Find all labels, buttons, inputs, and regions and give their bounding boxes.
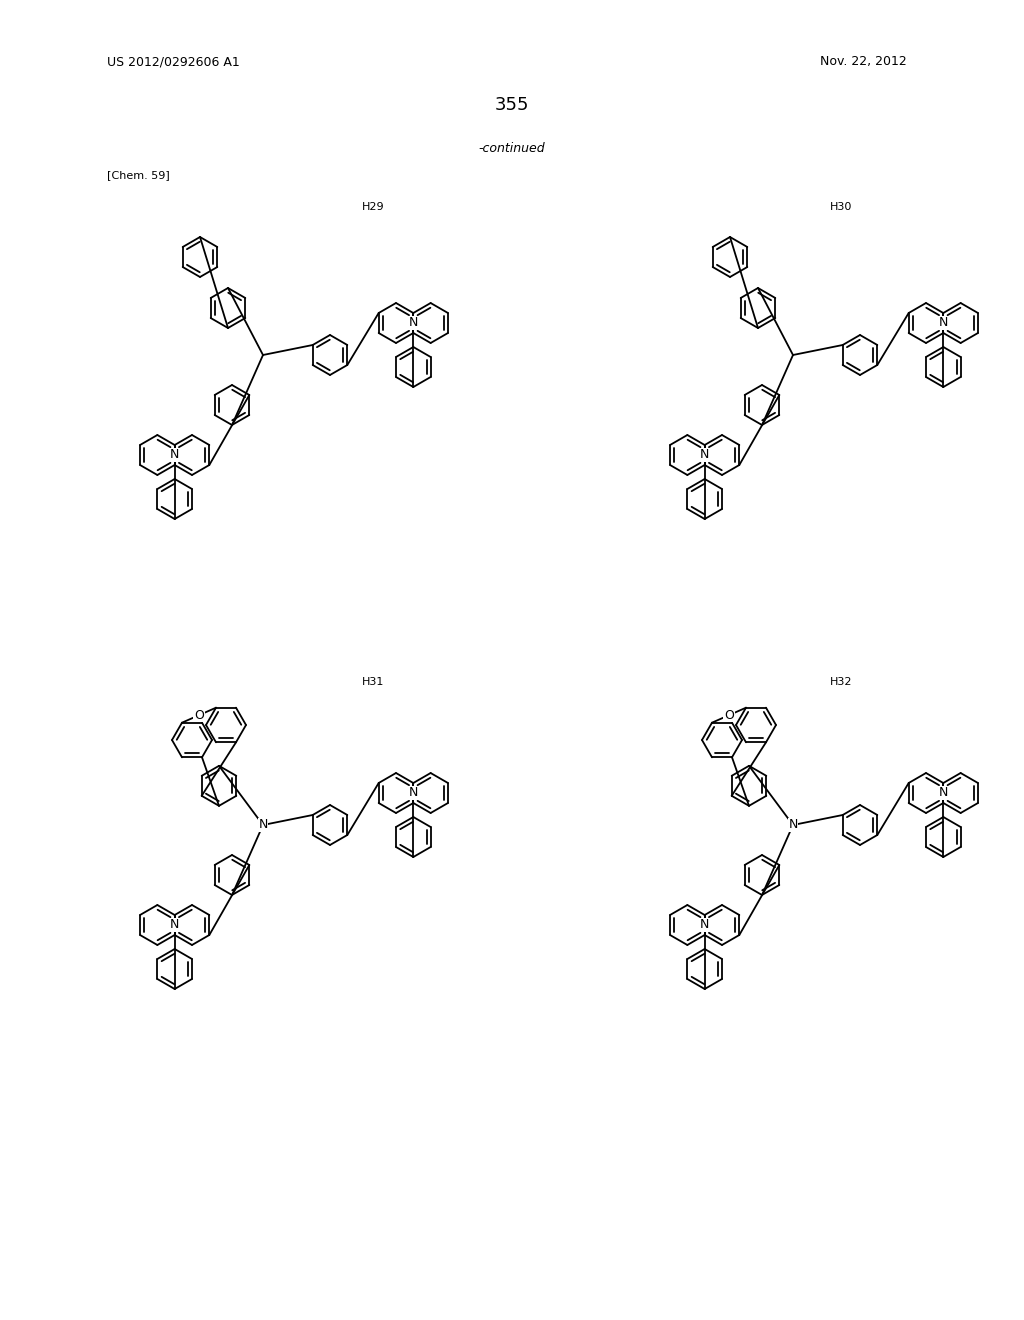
Text: O: O (195, 709, 204, 722)
Text: [Chem. 59]: [Chem. 59] (106, 170, 170, 180)
Text: H30: H30 (830, 202, 852, 213)
Text: H29: H29 (362, 202, 385, 213)
Text: 355: 355 (495, 96, 529, 114)
Text: N: N (939, 787, 948, 800)
Text: N: N (170, 919, 179, 932)
Text: N: N (258, 818, 267, 832)
Text: -continued: -continued (478, 141, 546, 154)
Text: N: N (700, 919, 710, 932)
Text: N: N (939, 317, 948, 330)
Text: N: N (788, 818, 798, 832)
Text: US 2012/0292606 A1: US 2012/0292606 A1 (106, 55, 240, 69)
Text: N: N (700, 449, 710, 462)
Text: O: O (724, 709, 734, 722)
Text: Nov. 22, 2012: Nov. 22, 2012 (820, 55, 906, 69)
Text: H32: H32 (830, 677, 853, 686)
Text: H31: H31 (362, 677, 384, 686)
Text: N: N (409, 787, 418, 800)
Text: N: N (409, 317, 418, 330)
Text: N: N (170, 449, 179, 462)
